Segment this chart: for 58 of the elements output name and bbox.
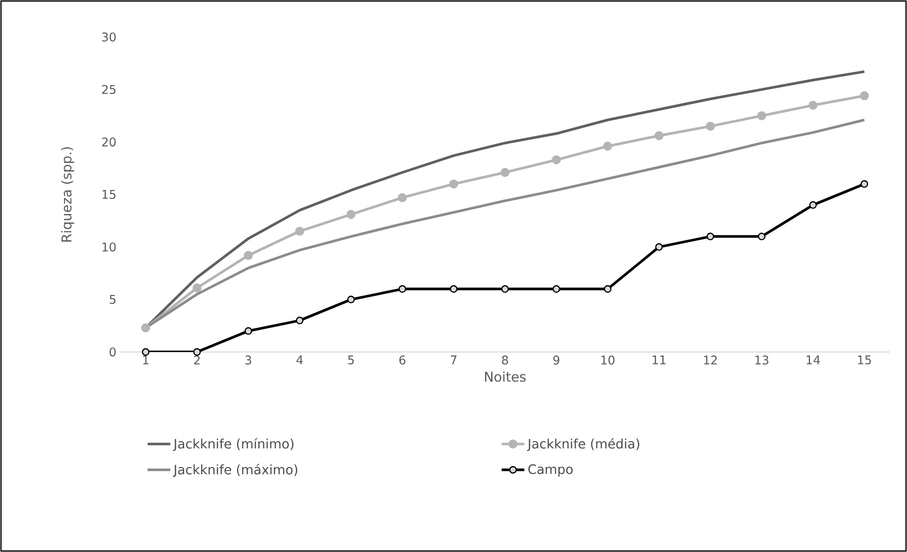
point — [398, 193, 407, 202]
point — [758, 232, 766, 240]
point — [295, 226, 304, 236]
x-tick-label: 9 — [553, 356, 560, 365]
x-tick-label: 8 — [502, 356, 508, 365]
point — [192, 283, 202, 292]
y-axis-title: Riqueza (spp.) — [61, 147, 74, 242]
point — [398, 285, 406, 293]
point — [808, 100, 818, 110]
y-tick-label: 10 — [102, 242, 116, 252]
y-tick-label: 30 — [102, 32, 116, 42]
point — [244, 327, 252, 335]
y-tick-label: 15 — [102, 190, 116, 199]
point — [604, 285, 612, 293]
point — [706, 122, 715, 131]
point — [142, 348, 150, 356]
point — [193, 348, 201, 356]
legend-label: Jackknife (máximo) — [172, 464, 298, 477]
point — [860, 91, 869, 100]
y-tick-label: 25 — [102, 84, 116, 94]
point — [500, 168, 510, 177]
point — [244, 250, 253, 260]
point — [449, 179, 458, 188]
point — [501, 285, 509, 293]
legend-label: Jackknife (mínimo) — [172, 438, 294, 452]
point — [757, 111, 766, 120]
point — [450, 285, 458, 293]
point — [296, 316, 304, 324]
point — [706, 232, 714, 240]
x-tick-label: 2 — [194, 356, 200, 364]
x-tick-label: 4 — [296, 356, 303, 364]
x-tick-label: 13 — [755, 356, 768, 365]
x-tick-label: 7 — [450, 356, 456, 364]
point — [347, 296, 355, 304]
legend-label: Campo — [528, 464, 573, 477]
point — [552, 285, 560, 293]
point — [141, 323, 150, 332]
x-tick-label: 15 — [858, 356, 871, 364]
x-tick-label: 10 — [601, 356, 614, 365]
point — [552, 155, 561, 164]
x-tick-label: 3 — [245, 356, 252, 365]
point — [603, 142, 612, 151]
point — [655, 243, 663, 251]
x-tick-label: 11 — [652, 356, 666, 364]
y-tick-label: 20 — [102, 137, 116, 147]
x-tick-label: 6 — [399, 356, 406, 365]
point — [654, 131, 664, 140]
x-axis-title: Noites — [485, 371, 526, 382]
point — [860, 180, 868, 188]
x-tick-label: 14 — [806, 356, 820, 364]
x-tick-label: 12 — [704, 356, 717, 364]
x-tick-label: 1 — [143, 356, 148, 364]
y-tick-label: 0 — [110, 347, 116, 357]
legend-label: Jackknife (média) — [526, 438, 640, 452]
point — [346, 210, 356, 219]
point — [809, 201, 817, 209]
y-tick-label: 5 — [110, 295, 116, 304]
x-tick-label: 5 — [348, 356, 354, 364]
